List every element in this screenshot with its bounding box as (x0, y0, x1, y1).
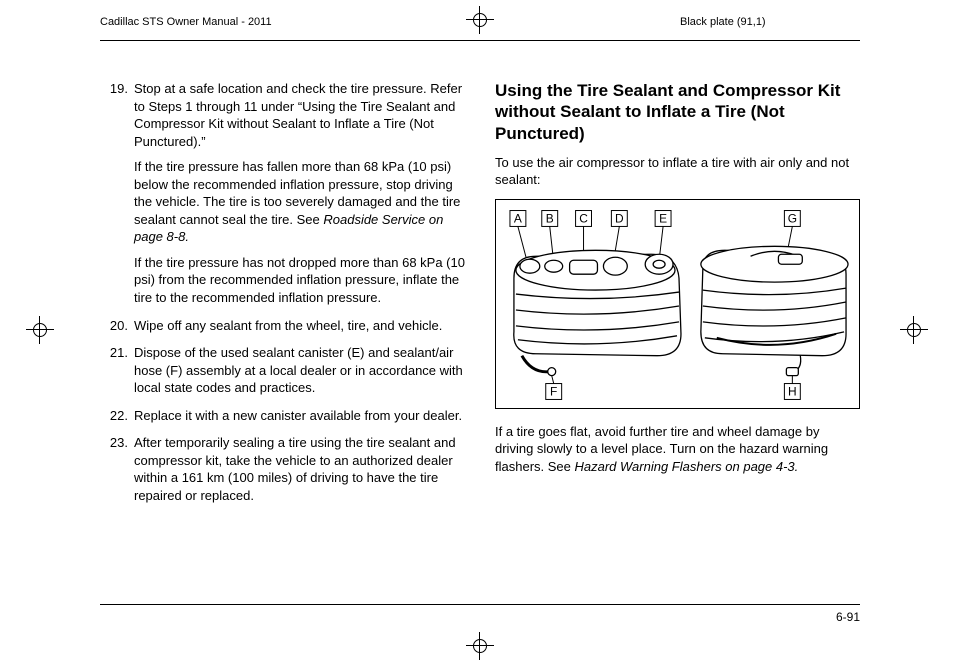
svg-text:D: D (615, 211, 624, 225)
svg-text:B: B (546, 211, 554, 225)
step-text: Wipe off any sealant from the wheel, tir… (134, 318, 442, 333)
svg-text:A: A (514, 211, 522, 225)
compressor-figure: A B C D E G (495, 199, 860, 409)
svg-text:E: E (659, 211, 667, 225)
steps-list: 19. Stop at a safe location and check th… (100, 80, 465, 504)
after-figure-text: If a tire goes flat, avoid further tire … (495, 423, 860, 476)
header-left: Cadillac STS Owner Manual - 2011 (100, 16, 272, 28)
rule-bottom (100, 604, 860, 605)
step-21: 21. Dispose of the used sealant canister… (100, 344, 465, 397)
step-20: 20. Wipe off any sealant from the wheel,… (100, 317, 465, 335)
header-right: Black plate (91,1) (680, 16, 766, 28)
xref: Hazard Warning Flashers on page 4‑3. (575, 459, 799, 474)
step-number: 21. (100, 344, 128, 362)
cropmark-left (26, 316, 54, 344)
step-19-para-2: If the tire pressure has not dropped mor… (134, 254, 465, 307)
page-number: 6-91 (836, 610, 860, 624)
cropmark-bottom (466, 632, 494, 660)
step-number: 19. (100, 80, 128, 98)
svg-text:H: H (788, 384, 797, 398)
step-number: 20. (100, 317, 128, 335)
step-text: Replace it with a new canister available… (134, 408, 462, 423)
step-number: 23. (100, 434, 128, 452)
right-column: Using the Tire Sealant and Compressor Ki… (495, 80, 860, 514)
step-19-para-1: If the tire pressure has fallen more tha… (134, 158, 465, 246)
rule-top (100, 40, 860, 41)
left-column: 19. Stop at a safe location and check th… (100, 80, 465, 514)
step-23: 23. After temporarily sealing a tire usi… (100, 434, 465, 504)
step-text: After temporarily sealing a tire using t… (134, 435, 456, 503)
section-title: Using the Tire Sealant and Compressor Ki… (495, 80, 860, 144)
svg-text:C: C (579, 211, 588, 225)
compressor-illustration: A B C D E G (502, 206, 853, 402)
step-text: Dispose of the used sealant canister (E)… (134, 345, 463, 395)
svg-text:F: F (550, 384, 557, 398)
content-columns: 19. Stop at a safe location and check th… (100, 80, 860, 514)
cropmark-right (900, 316, 928, 344)
step-19: 19. Stop at a safe location and check th… (100, 80, 465, 307)
step-text: Stop at a safe location and check the ti… (134, 81, 462, 149)
svg-text:G: G (788, 211, 797, 225)
lead-text: To use the air compressor to inflate a t… (495, 154, 860, 189)
step-number: 22. (100, 407, 128, 425)
step-22: 22. Replace it with a new canister avail… (100, 407, 465, 425)
page: Cadillac STS Owner Manual - 2011 Black p… (0, 0, 954, 668)
